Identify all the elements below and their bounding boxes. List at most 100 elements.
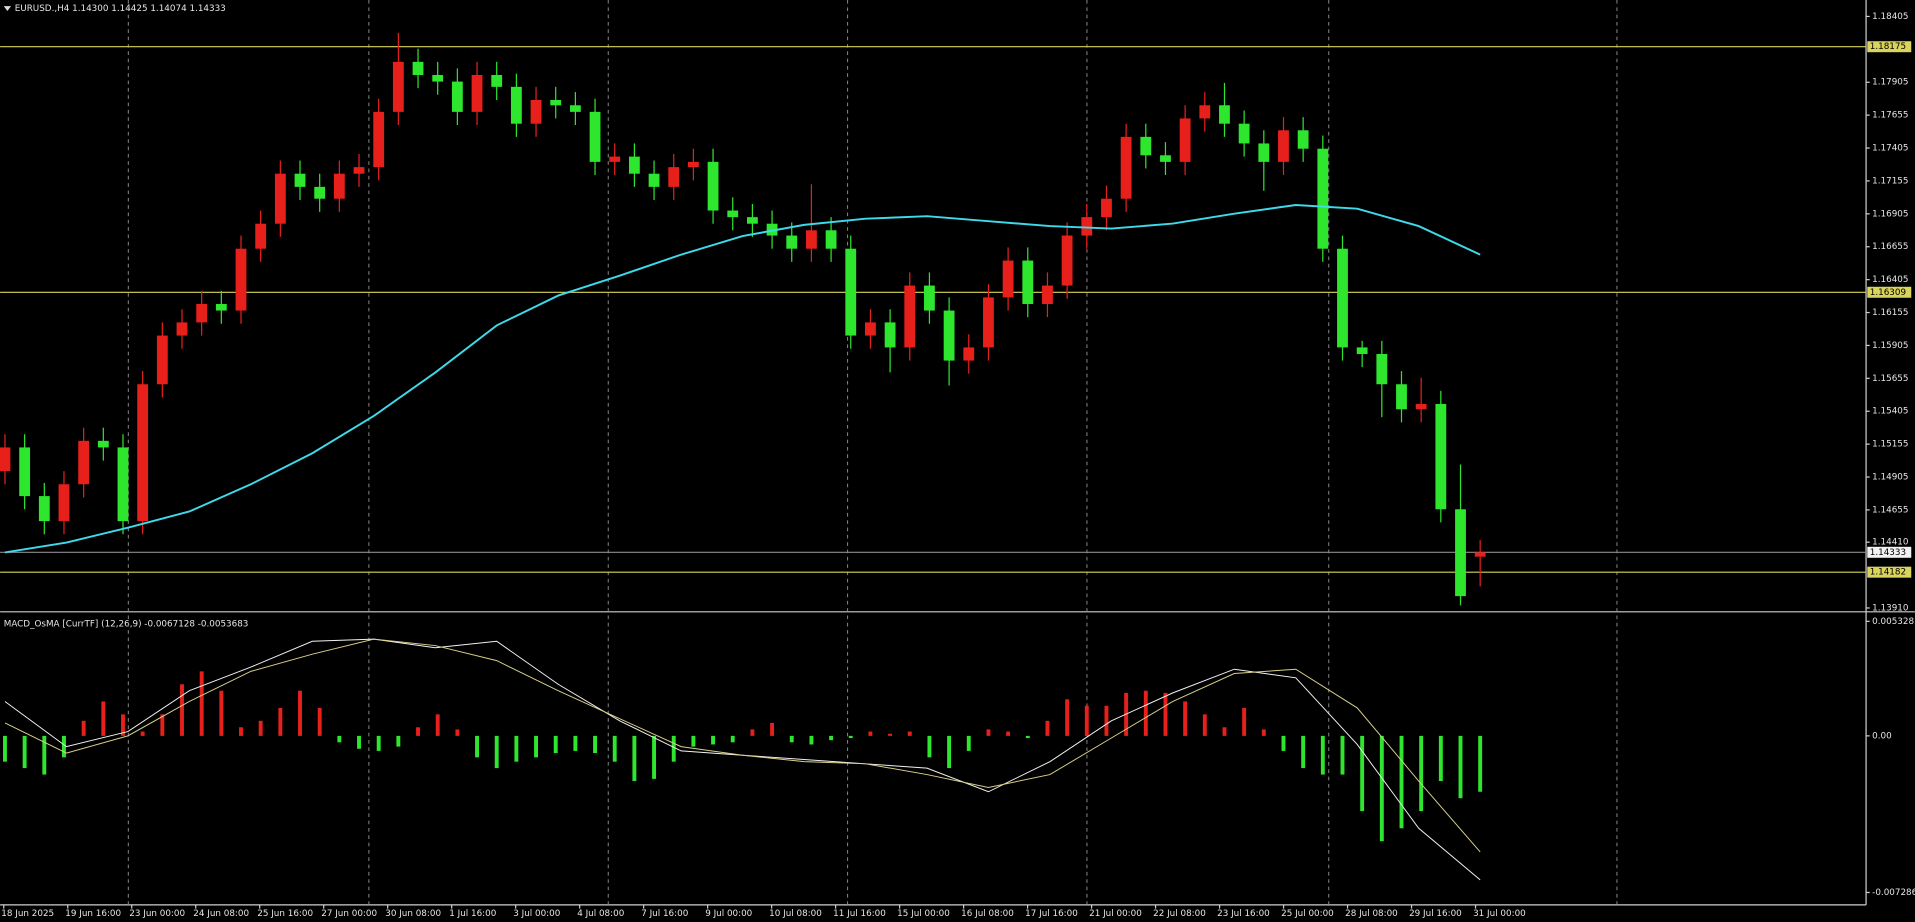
histogram-bar — [1163, 692, 1168, 736]
candle-body — [451, 81, 463, 112]
price-tick-label: 1.17155 — [1872, 176, 1908, 186]
time-label: 4 Jul 08:00 — [577, 909, 624, 919]
histogram-bar — [1379, 735, 1384, 842]
candle-body — [314, 186, 326, 199]
histogram-bar — [1045, 720, 1050, 736]
price-tick-label: 1.17655 — [1872, 111, 1908, 121]
candle-body — [963, 347, 975, 361]
candle-body — [412, 61, 424, 76]
candle-body — [294, 173, 306, 187]
histogram-bar — [770, 722, 775, 736]
time-label: 24 Jun 08:00 — [193, 909, 249, 919]
candle-body — [1120, 136, 1132, 199]
time-label: 25 Jun 16:00 — [257, 909, 313, 919]
histogram-bar — [357, 735, 361, 749]
histogram-bar — [180, 684, 184, 736]
candle-body — [58, 484, 70, 522]
time-label: 31 Jul 00:00 — [1473, 909, 1526, 919]
candle-body — [432, 75, 444, 82]
candle-body — [38, 496, 50, 522]
histogram-bar — [3, 735, 7, 762]
histogram-bar — [789, 735, 794, 743]
symbol-menu-arrow[interactable] — [3, 6, 12, 11]
histogram-bar — [691, 735, 696, 747]
candle-body — [471, 75, 483, 112]
indicator-header: MACD_OsMA [CurrTF] (12,26,9) -0.0067128 … — [4, 620, 249, 630]
candle-body — [1396, 384, 1407, 410]
candle-body — [1199, 105, 1211, 119]
histogram-bar — [435, 714, 440, 736]
price-level-tag — [1867, 286, 1912, 298]
candle-body — [353, 167, 365, 174]
candle-body — [550, 100, 562, 106]
time-label: 28 Jul 08:00 — [1345, 909, 1398, 919]
histogram-bar — [848, 735, 853, 739]
price-tick-label: 1.14905 — [1872, 473, 1908, 483]
histogram-bar — [829, 735, 834, 741]
price-level-tag — [1867, 41, 1912, 53]
histogram-bar — [337, 735, 342, 743]
candle-body — [235, 248, 247, 311]
candle-body — [648, 173, 660, 187]
candle-body — [1356, 347, 1368, 354]
histogram-bar — [219, 690, 224, 736]
histogram-bar — [1281, 735, 1286, 751]
candle-body — [668, 167, 680, 187]
histogram-bar — [416, 727, 420, 736]
histogram-bar — [1340, 735, 1345, 775]
histogram-bar — [966, 735, 971, 751]
moving-average-line — [4, 204, 1481, 554]
histogram-bar — [671, 735, 676, 762]
histogram-bar — [475, 735, 479, 758]
candle-body — [196, 303, 208, 323]
histogram-bar — [140, 731, 145, 736]
time-label: 17 Jul 16:00 — [1025, 909, 1078, 919]
candle-body — [19, 447, 31, 497]
histogram-bar — [750, 729, 755, 736]
candle-body — [1474, 552, 1486, 557]
histogram-bar — [239, 727, 243, 736]
histogram-bar — [42, 735, 47, 775]
histogram-bar — [1478, 735, 1483, 792]
histogram-bar — [81, 720, 86, 736]
candle-body — [1238, 123, 1250, 144]
price-tick-label: 1.17905 — [1872, 78, 1908, 88]
price-tick-label: 1.16655 — [1872, 242, 1908, 252]
price-tick-label: 1.15655 — [1872, 374, 1908, 384]
price-tick-label: 1.15405 — [1872, 407, 1908, 417]
time-label: 16 Jul 08:00 — [961, 909, 1014, 919]
histogram-bar — [1202, 714, 1207, 736]
time-label: 3 Jul 00:00 — [513, 909, 560, 919]
histogram-bar — [652, 735, 657, 779]
price-level-tag — [1867, 566, 1912, 578]
histogram-bar — [1084, 705, 1089, 736]
candle-body — [707, 161, 719, 211]
candle-body — [0, 447, 11, 472]
candle-body — [687, 161, 699, 168]
histogram-bar — [317, 707, 322, 736]
histogram-bar — [1222, 727, 1227, 736]
candle-body — [1002, 260, 1014, 298]
candle-body — [569, 105, 581, 112]
price-tick-label: 1.16405 — [1872, 275, 1908, 285]
current-price-label: 1.14333 — [1870, 548, 1906, 558]
candle-body — [983, 297, 994, 348]
candle-body — [589, 111, 601, 162]
price-tick-label: 1.13910 — [1872, 603, 1908, 613]
histogram-bar — [298, 690, 302, 736]
candle-body — [1297, 130, 1309, 149]
histogram-bar — [1301, 735, 1306, 769]
candle-body — [1022, 260, 1034, 304]
price-tick-label: 1.18405 — [1872, 12, 1908, 22]
histogram-bar — [1458, 735, 1463, 799]
histogram-bar — [573, 735, 578, 751]
time-label: 23 Jul 16:00 — [1217, 909, 1270, 919]
candle-body — [333, 173, 345, 199]
time-label: 1 Jul 16:00 — [449, 909, 496, 919]
candle-body — [491, 75, 503, 87]
histogram-bar — [121, 714, 125, 736]
histogram-bar — [1104, 705, 1109, 736]
